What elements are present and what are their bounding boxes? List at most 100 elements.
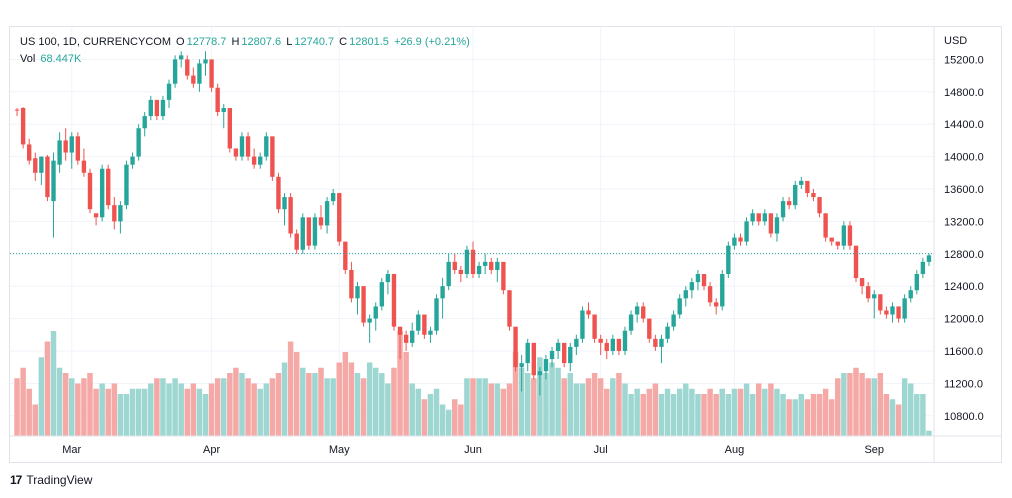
volume-bar [878, 373, 883, 436]
candle-body [556, 343, 560, 351]
candle-body [386, 274, 390, 282]
volume-bar [586, 378, 591, 436]
volume-bar [203, 394, 208, 436]
volume-bar [841, 373, 846, 436]
candle-body [884, 310, 888, 314]
volume-bar [896, 405, 901, 437]
volume-bar [373, 368, 378, 436]
volume-bar [525, 373, 530, 436]
volume-bar [713, 394, 718, 436]
volume-bar [908, 384, 913, 437]
volume-bar [63, 373, 68, 436]
candle-body [301, 217, 305, 249]
candle-body [130, 157, 134, 165]
candle-body [702, 274, 706, 286]
volume-bar [185, 389, 190, 436]
volume-bar [318, 368, 323, 436]
volume-bar [768, 384, 773, 437]
candle-body [434, 298, 438, 330]
tradingview-logo[interactable]: 17 TradingView [10, 473, 92, 487]
volume-bar [647, 389, 652, 436]
candle-body [57, 140, 61, 164]
volume-bar [744, 384, 749, 437]
candle-body [538, 371, 542, 375]
volume-bar [574, 384, 579, 437]
candle-body [118, 205, 122, 221]
candle-body [617, 339, 621, 351]
y-tick-label: 15200.0 [944, 54, 984, 66]
volume-bar [738, 389, 743, 436]
candle-body [769, 213, 773, 233]
candle-body [392, 274, 396, 327]
tradingview-mark-icon: 17 [10, 473, 21, 487]
volume-bar [823, 389, 828, 436]
volume-bar [251, 384, 256, 437]
volume-bar [409, 384, 414, 437]
volume-bar [337, 363, 342, 437]
y-tick-label: 12000.0 [944, 314, 984, 326]
volume-bar [39, 357, 44, 436]
volume-bar [391, 368, 396, 436]
candle-body [495, 262, 499, 270]
volume-bar [561, 378, 566, 436]
candle-body [568, 347, 572, 363]
candle-body [519, 363, 523, 367]
volume-bar [495, 384, 500, 437]
volume-bar [160, 378, 165, 436]
volume-bar [452, 399, 457, 436]
volume-bar [355, 373, 360, 436]
volume-bar [653, 384, 658, 437]
volume-bar [835, 378, 840, 436]
candle-body [39, 157, 43, 173]
candle-body [763, 213, 767, 221]
candle-body [629, 315, 633, 331]
candle-body [349, 270, 353, 298]
volume-bar [592, 373, 597, 436]
symbol-label[interactable]: US 100, 1D, CURRENCYCOM [20, 36, 171, 48]
volume-bar [124, 394, 129, 436]
volume-bar [774, 389, 779, 436]
candle-body [276, 177, 280, 209]
grid [10, 27, 934, 436]
close-key: C [339, 36, 347, 48]
candle-body [295, 234, 299, 250]
volume-bar [215, 378, 220, 436]
candle-body [179, 55, 183, 59]
volume-bar [458, 405, 463, 437]
candle-body [544, 359, 548, 371]
volume-bar [227, 373, 232, 436]
volume-bar [361, 378, 366, 436]
candle-body [665, 327, 669, 339]
candle-body [921, 262, 925, 274]
candle-body [489, 262, 493, 270]
volume-bar [792, 399, 797, 436]
tradingview-name: TradingView [26, 473, 92, 487]
candle-body [653, 339, 657, 347]
candle-body [410, 331, 414, 343]
candle-body [671, 315, 675, 327]
close-value: 12801.5 [349, 36, 389, 48]
candle-body [258, 157, 262, 165]
volume-bar [428, 394, 433, 436]
candle-body [793, 185, 797, 205]
volume-bar [26, 389, 31, 436]
volume-bar [677, 389, 682, 436]
volume-bar [920, 394, 925, 436]
volume-bar [51, 331, 56, 436]
y-tick-label: 11600.0 [944, 346, 983, 358]
volume-bar [288, 342, 293, 437]
volume-legend: Vol 68.447K [20, 53, 83, 65]
candle-body [15, 110, 19, 111]
volume-bar [294, 352, 299, 436]
volume-bar [884, 394, 889, 436]
candle-body [70, 136, 74, 152]
volume-bar [501, 389, 506, 436]
candle-body [367, 319, 371, 323]
candle-body [416, 315, 420, 331]
volume-bar [543, 373, 548, 436]
candle-body [45, 157, 49, 197]
candle-body [592, 315, 596, 339]
volume-bar [470, 378, 475, 436]
candle-body [313, 217, 317, 245]
